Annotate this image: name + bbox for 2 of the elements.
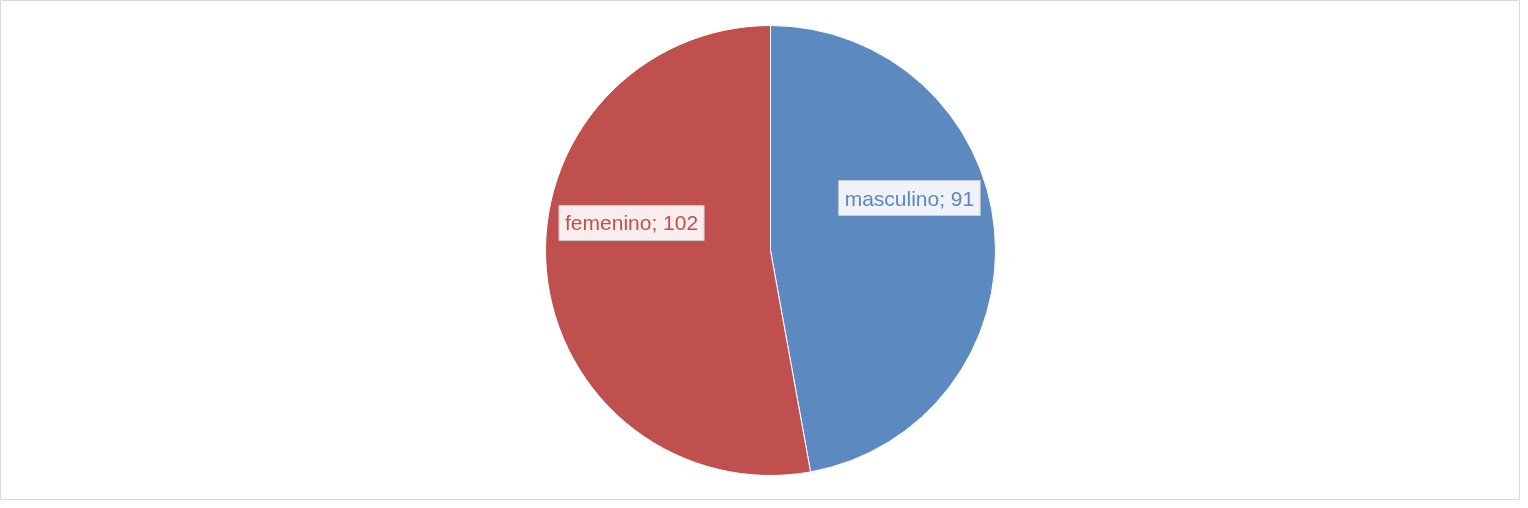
slice-label: femenino; 102	[565, 211, 699, 235]
slice-label: masculino; 91	[844, 186, 975, 210]
